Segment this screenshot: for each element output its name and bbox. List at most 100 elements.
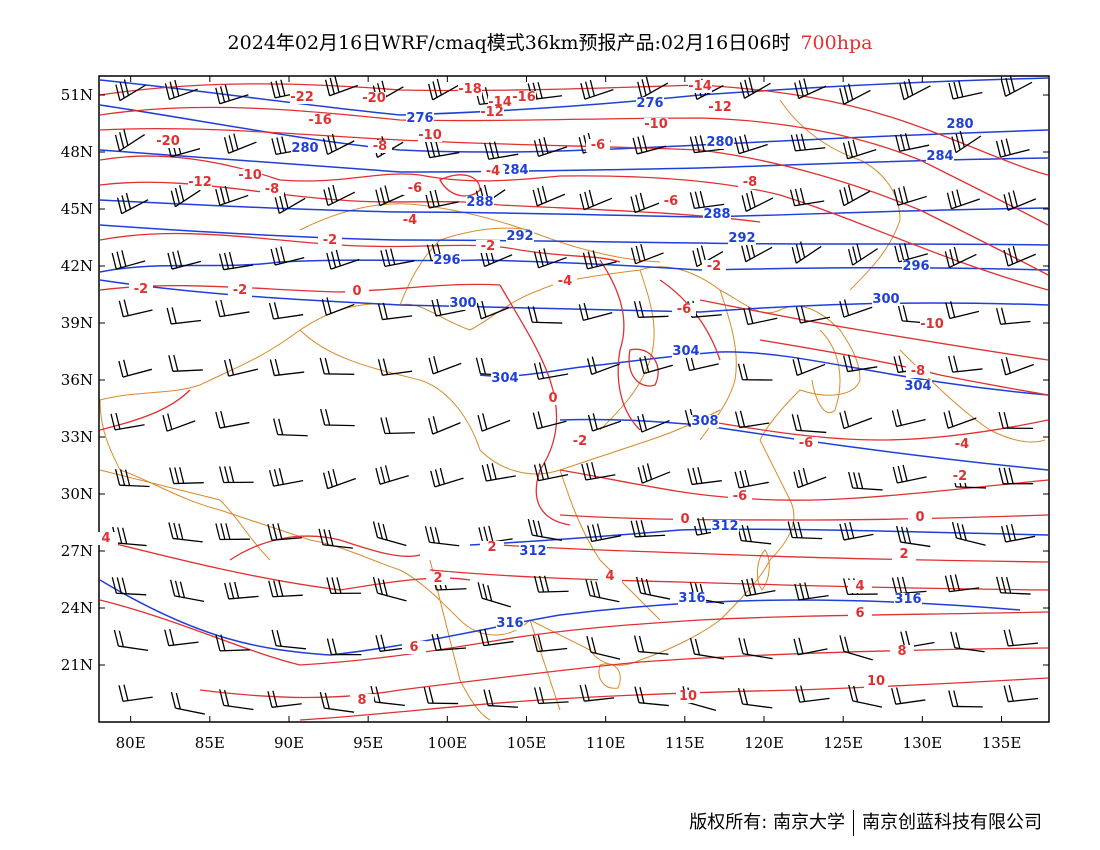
temperature-label: 0 [548,391,557,406]
height-label-bg [636,97,664,110]
height-line-276 [99,77,1049,116]
temperature-label: -4 [403,213,417,228]
wind-barb [533,137,568,158]
temp-label-bg [950,438,974,451]
mongolia-border [299,203,661,263]
wind-barb [271,629,307,650]
wind-barb [692,245,724,268]
lat-tick-label: 39N [61,314,93,332]
wind-barb [162,413,196,432]
height-line-296 [99,259,1049,273]
height-label-bg [902,260,930,273]
wind-barb [111,577,147,596]
wind-barb [170,185,201,208]
wind-barb [481,463,516,482]
wind-barb [111,250,146,270]
northeast-border [779,99,901,291]
wind-barb [945,301,980,320]
temp-line-8 [499,284,571,526]
temperature-label: -2 [134,282,148,297]
temperature-labels: -18-16-14-12-22 -20-16-14-12-10-8-10-6-4-… [94,79,974,708]
wind-barb [791,241,822,264]
temperature-label: -16 [308,113,332,128]
lon-tick-label: 80E [116,734,146,752]
height-label-bg [406,112,434,125]
wind-barb [848,684,883,708]
wind-barb [579,189,613,211]
wind-barb [892,464,927,484]
temperature-label: -18 [458,82,482,97]
wind-barbs [110,75,1039,715]
height-label-bg [926,150,954,163]
wind-barb [839,521,874,541]
temperature-label: -12 [480,105,504,120]
wind-barb [891,687,926,705]
temperature-label: -12 [188,175,212,190]
wind-barb [380,248,415,267]
height-label: 292 [728,231,755,246]
wind-barb [532,185,566,207]
wind-barb [534,687,569,705]
wind-barb [948,355,983,373]
wind-barb [637,463,671,484]
wind-barb [484,141,519,160]
height-label: 276 [406,111,433,126]
wind-barb [630,520,666,538]
temp-label-bg [362,92,386,105]
height-label: 288 [703,207,730,222]
temp-line-25 [628,348,659,387]
wind-barb [630,192,664,214]
temp-label-bg [672,303,696,316]
wind-barb [375,465,409,485]
height-label-bg [506,230,534,243]
wind-barb [891,409,926,428]
height-label: 288 [466,195,493,210]
temp-label-bg [418,129,442,142]
height-label-bg [519,545,547,558]
wind-barb [1003,684,1039,703]
temp-line-16 [499,544,1049,563]
wind-barb [532,411,567,430]
wind-barb [215,410,250,429]
temperature-label: -2 [323,233,337,248]
temperature-label: -10 [644,117,668,132]
wind-barb [634,686,669,707]
wind-barb [839,410,873,430]
wind-barb [477,582,512,608]
wind-barb [215,523,250,541]
temp-line-13 [699,419,1049,441]
temp-label-bg [864,675,888,688]
wind-barb [847,243,879,266]
temp-label-bg [426,572,450,585]
temperature-label: -20 [156,134,180,149]
height-label-bg [728,232,756,245]
wind-barb [741,190,774,212]
temp-line-11 [699,299,1049,361]
wind-barb [372,576,407,602]
temp-label-bg [586,139,610,152]
wind-barb [380,417,415,435]
height-line-300 [99,279,1049,313]
temp-label-bg [948,470,972,483]
temp-label-bg [480,106,504,119]
height-label: 292 [506,229,533,244]
height-label-bg [449,297,477,310]
wind-barb [581,462,616,481]
wind-barb [944,574,980,593]
temperature-label: -8 [743,175,757,190]
temperature-label: -6 [591,138,605,153]
height-label-bg [496,617,524,630]
temp-label-bg [659,195,683,208]
lon-tick-label: 120E [744,734,784,752]
wind-barb [895,133,930,152]
temperature-label: 2 [487,540,496,555]
wind-barb [578,302,613,321]
temperature-label: -8 [373,139,387,154]
wind-barb [377,302,413,321]
wind-barb [791,414,827,434]
temperature-label: 4 [855,579,864,594]
wind-barb [1000,75,1033,97]
se-asia-border-2 [529,619,561,711]
height-label-bg [691,415,719,428]
